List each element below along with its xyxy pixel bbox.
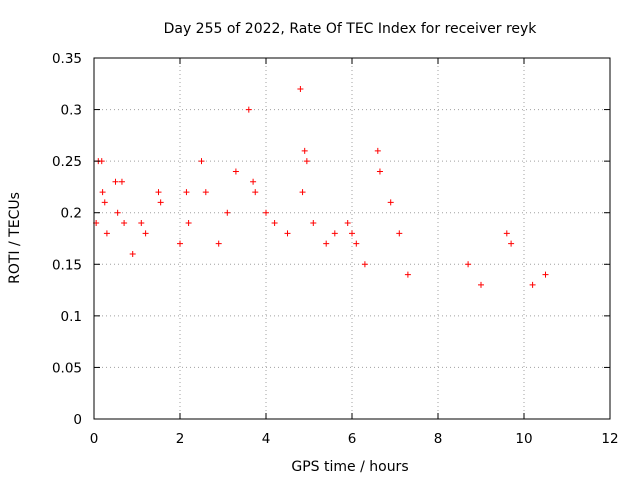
y-tick-label: 0.2 bbox=[61, 206, 82, 222]
y-tick-label: 0 bbox=[73, 412, 82, 428]
x-axis-label: GPS time / hours bbox=[291, 459, 408, 475]
roti-scatter-chart: 0 2 4 6 8 10 12 0 0.05 0.1 0.15 0.2 0.25 0.3 0.35 Day … bbox=[0, 0, 640, 480]
y-tick-label: 0.3 bbox=[61, 103, 82, 119]
y-axis-label: ROTI / TECUs bbox=[7, 192, 23, 284]
chart-background bbox=[0, 0, 640, 480]
y-tick-label: 0.05 bbox=[52, 360, 82, 376]
x-tick-label: 2 bbox=[176, 431, 185, 447]
x-tick-label: 0 bbox=[90, 431, 99, 447]
x-tick-label: 6 bbox=[348, 431, 357, 447]
y-tick-label: 0.35 bbox=[52, 51, 82, 67]
chart-title: Day 255 of 2022, Rate Of TEC Index for r… bbox=[164, 21, 538, 37]
x-tick-label: 10 bbox=[515, 431, 532, 447]
y-tick-label: 0.1 bbox=[61, 309, 82, 325]
y-tick-label: 0.25 bbox=[52, 154, 82, 170]
y-tick-label: 0.15 bbox=[52, 257, 82, 273]
x-tick-label: 4 bbox=[262, 431, 271, 447]
x-tick-label: 8 bbox=[434, 431, 443, 447]
x-tick-label: 12 bbox=[601, 431, 618, 447]
